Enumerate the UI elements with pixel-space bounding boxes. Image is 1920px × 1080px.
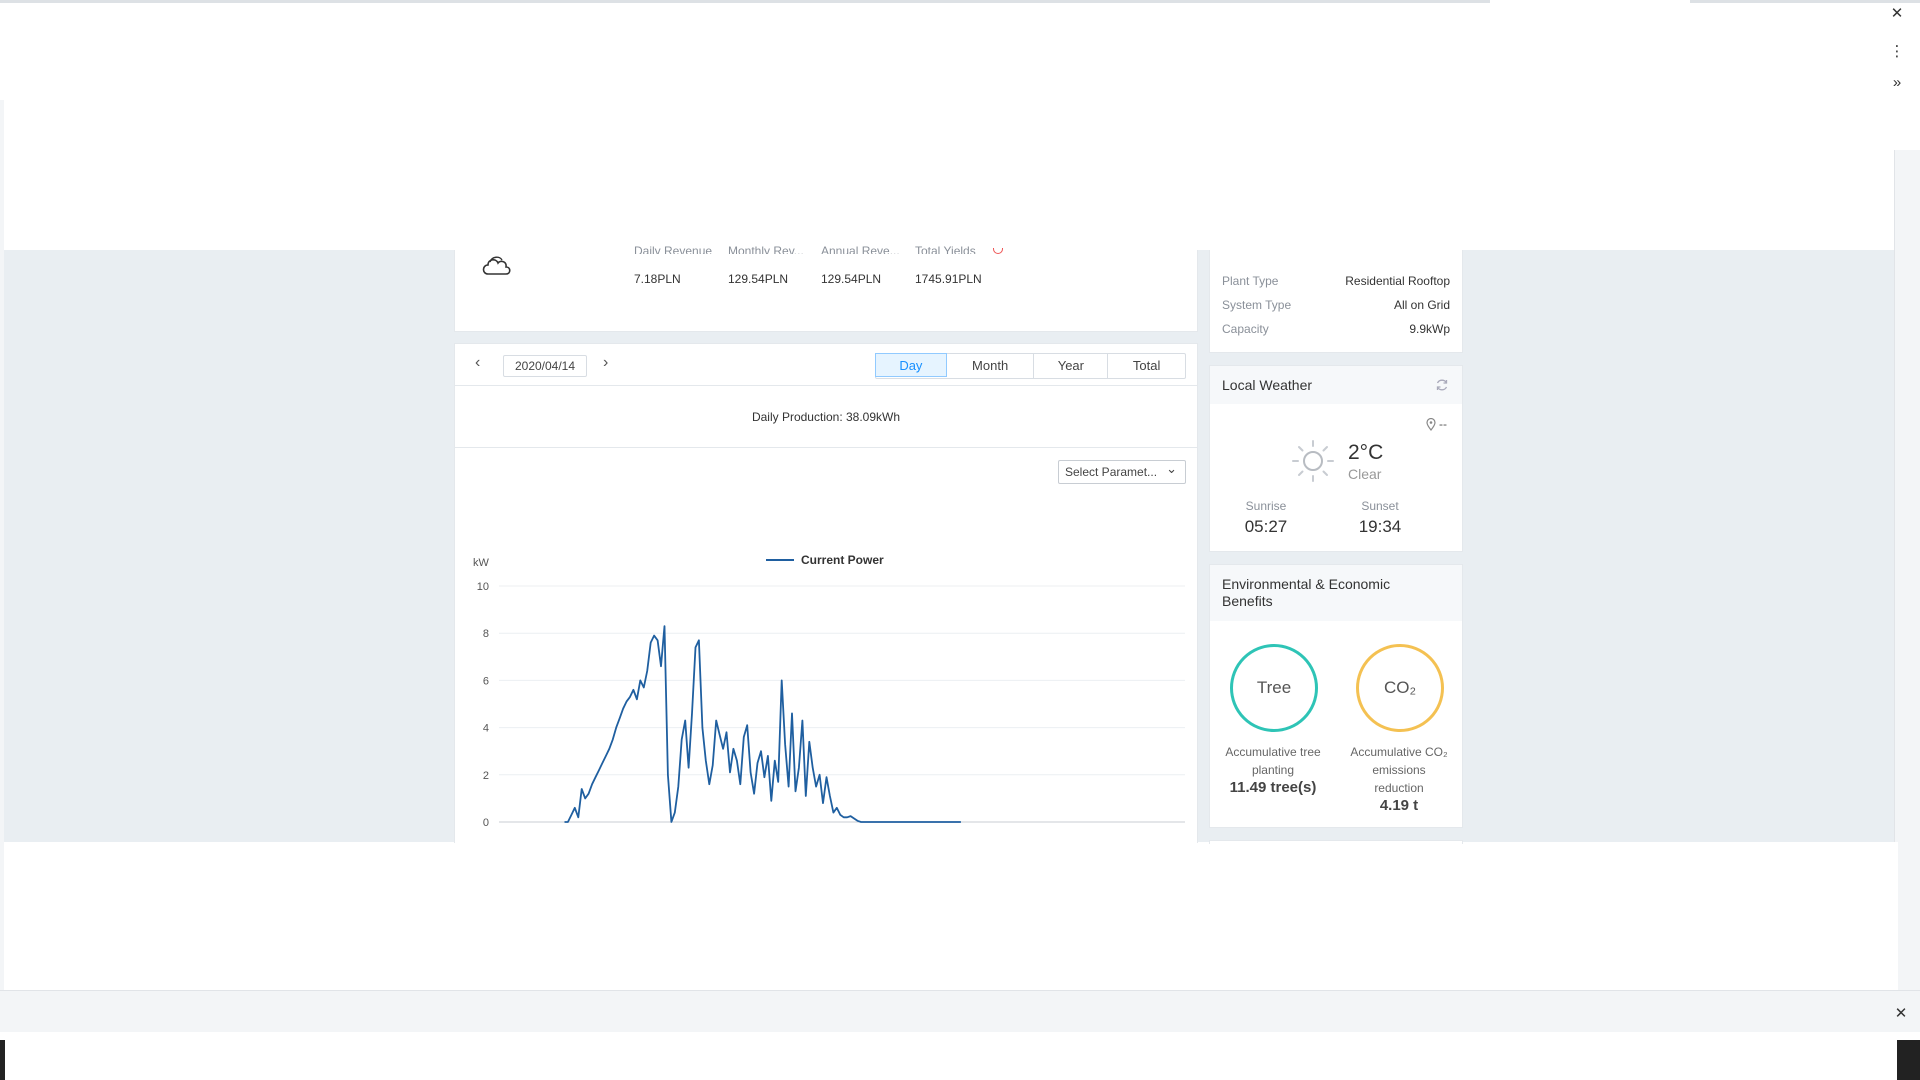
next-card-edge [1209, 840, 1463, 844]
chevron-down-icon: ⌄ [1166, 461, 1177, 476]
co2-caption-1: Accumulative CO₂ [1350, 745, 1448, 759]
capacity-value: 9.9kWp [1409, 322, 1450, 336]
tab-year[interactable]: Year [1034, 354, 1109, 378]
weather-condition: Clear [1348, 466, 1382, 482]
system-type-value: All on Grid [1393, 298, 1450, 312]
tree-caption: Accumulative tree planting 11.49 tree(s) [1210, 743, 1336, 797]
vertical-scrollbar[interactable] [1894, 150, 1920, 990]
co2-value: 4.19 t [1379, 797, 1419, 814]
select-parameter-dropdown[interactable]: Select Paramet... ⌄ [1058, 460, 1186, 484]
total-yields-value: 1745.91PLN [915, 272, 982, 286]
benefits-header: Environmental & Economic Benefits [1210, 565, 1462, 621]
benefits-card: Environmental & Economic Benefits Tree C… [1209, 564, 1463, 828]
sunrise-label: Sunrise [1245, 499, 1287, 513]
menu-icon[interactable]: ⋮ [1889, 43, 1905, 60]
y-tick-label: 6 [483, 675, 489, 687]
tab-total[interactable]: Total [1132, 358, 1161, 373]
monthly-revenue-value: 129.54PLN [728, 272, 789, 286]
plant-info-card: Plant Type Residential Rooftop System Ty… [1209, 250, 1463, 353]
taskbar-edge-left [0, 1040, 5, 1080]
plant-type-value: Residential Rooftop [1345, 274, 1450, 288]
benefits-title-2: Benefits [1222, 593, 1273, 609]
production-card: ‹ 2020/04/14 › Day Month Year Total Dail… [454, 343, 1198, 843]
bottom-bar [0, 990, 1920, 1032]
tab-month[interactable]: Month [947, 354, 1035, 378]
chart-toolbar: ‹ 2020/04/14 › Day Month Year Total [455, 344, 1197, 386]
temperature: 2°C [1348, 441, 1384, 464]
tab-day[interactable]: Day [875, 353, 947, 377]
y-tick-label: 10 [477, 581, 489, 593]
legend-label: Current Power [801, 553, 884, 567]
co2-caption-3: reduction [1374, 781, 1424, 795]
total-yields-label: Total Yields [915, 244, 976, 254]
location-pin-icon [1426, 418, 1436, 431]
co2-circle: CO₂ [1356, 644, 1444, 732]
bottom-overlay [4, 842, 1898, 992]
weather-card: Local Weather -- 2°C Clear Sunrise 05:27… [1209, 365, 1463, 552]
weather-header: Local Weather [1210, 366, 1462, 404]
weather-title: Local Weather [1222, 377, 1313, 393]
left-edge-strip [0, 100, 4, 990]
y-tick-label: 8 [483, 628, 489, 640]
daily-revenue-label: Daily Revenue [634, 244, 713, 254]
co2-caption-2: emissions [1372, 763, 1426, 777]
taskbar-edge-right [1897, 1040, 1920, 1080]
y-tick-label: 0 [483, 817, 489, 829]
tree-caption-2: planting [1251, 763, 1295, 777]
benefits-title-1: Environmental & Economic [1222, 576, 1391, 592]
sunset-time: 19:34 [1358, 517, 1402, 536]
y-tick-label: 4 [483, 723, 489, 735]
summary-card: Daily Revenue Monthly Rev... Annual Reve… [454, 244, 1198, 332]
plant-type-label: Plant Type [1222, 274, 1279, 288]
tree-circle: Tree [1230, 644, 1318, 732]
sun-icon [1292, 440, 1334, 482]
cloud-icon [482, 256, 511, 275]
annual-revenue-label: Annual Reve... [821, 244, 900, 254]
series-line [564, 625, 961, 823]
bottom-close-icon[interactable]: ✕ [1894, 1005, 1908, 1022]
annual-revenue-value: 129.54PLN [821, 272, 882, 286]
more-icon[interactable]: » [1892, 74, 1902, 91]
date-picker[interactable]: 2020/04/14 [503, 355, 587, 377]
sunset-label: Sunset [1361, 499, 1399, 513]
prev-date-icon[interactable]: ‹ [475, 354, 481, 371]
power-chart: 0 2 4 6 8 10 kW Current Power [473, 553, 1185, 829]
system-type-label: System Type [1222, 298, 1292, 312]
daily-production: Daily Production: 38.09kWh [455, 386, 1197, 448]
y-tick-label: 2 [483, 770, 489, 782]
daily-revenue-value: 7.18PLN [634, 272, 681, 286]
tree-value: 11.49 tree(s) [1229, 779, 1317, 796]
header-overlay [4, 34, 1894, 250]
period-tabs: Day Month Year Total [875, 353, 1186, 379]
browser-top-bar [0, 0, 1920, 3]
tree-caption-1: Accumulative tree [1225, 745, 1321, 759]
refresh-icon[interactable] [1435, 378, 1449, 392]
co2-caption: Accumulative CO₂ emissions reduction 4.1… [1336, 743, 1462, 815]
monthly-revenue-label: Monthly Rev... [728, 244, 804, 254]
capacity-label: Capacity [1222, 322, 1269, 336]
browser-tab-gap [1490, 0, 1690, 3]
location-text: -- [1439, 417, 1447, 431]
info-icon[interactable] [993, 248, 1003, 254]
select-parameter-label: Select Paramet... [1065, 465, 1158, 479]
next-date-icon[interactable]: › [603, 354, 609, 371]
close-icon[interactable]: ✕ [1890, 5, 1904, 22]
y-axis-label: kW [473, 557, 490, 569]
sunrise-time: 05:27 [1244, 517, 1288, 536]
